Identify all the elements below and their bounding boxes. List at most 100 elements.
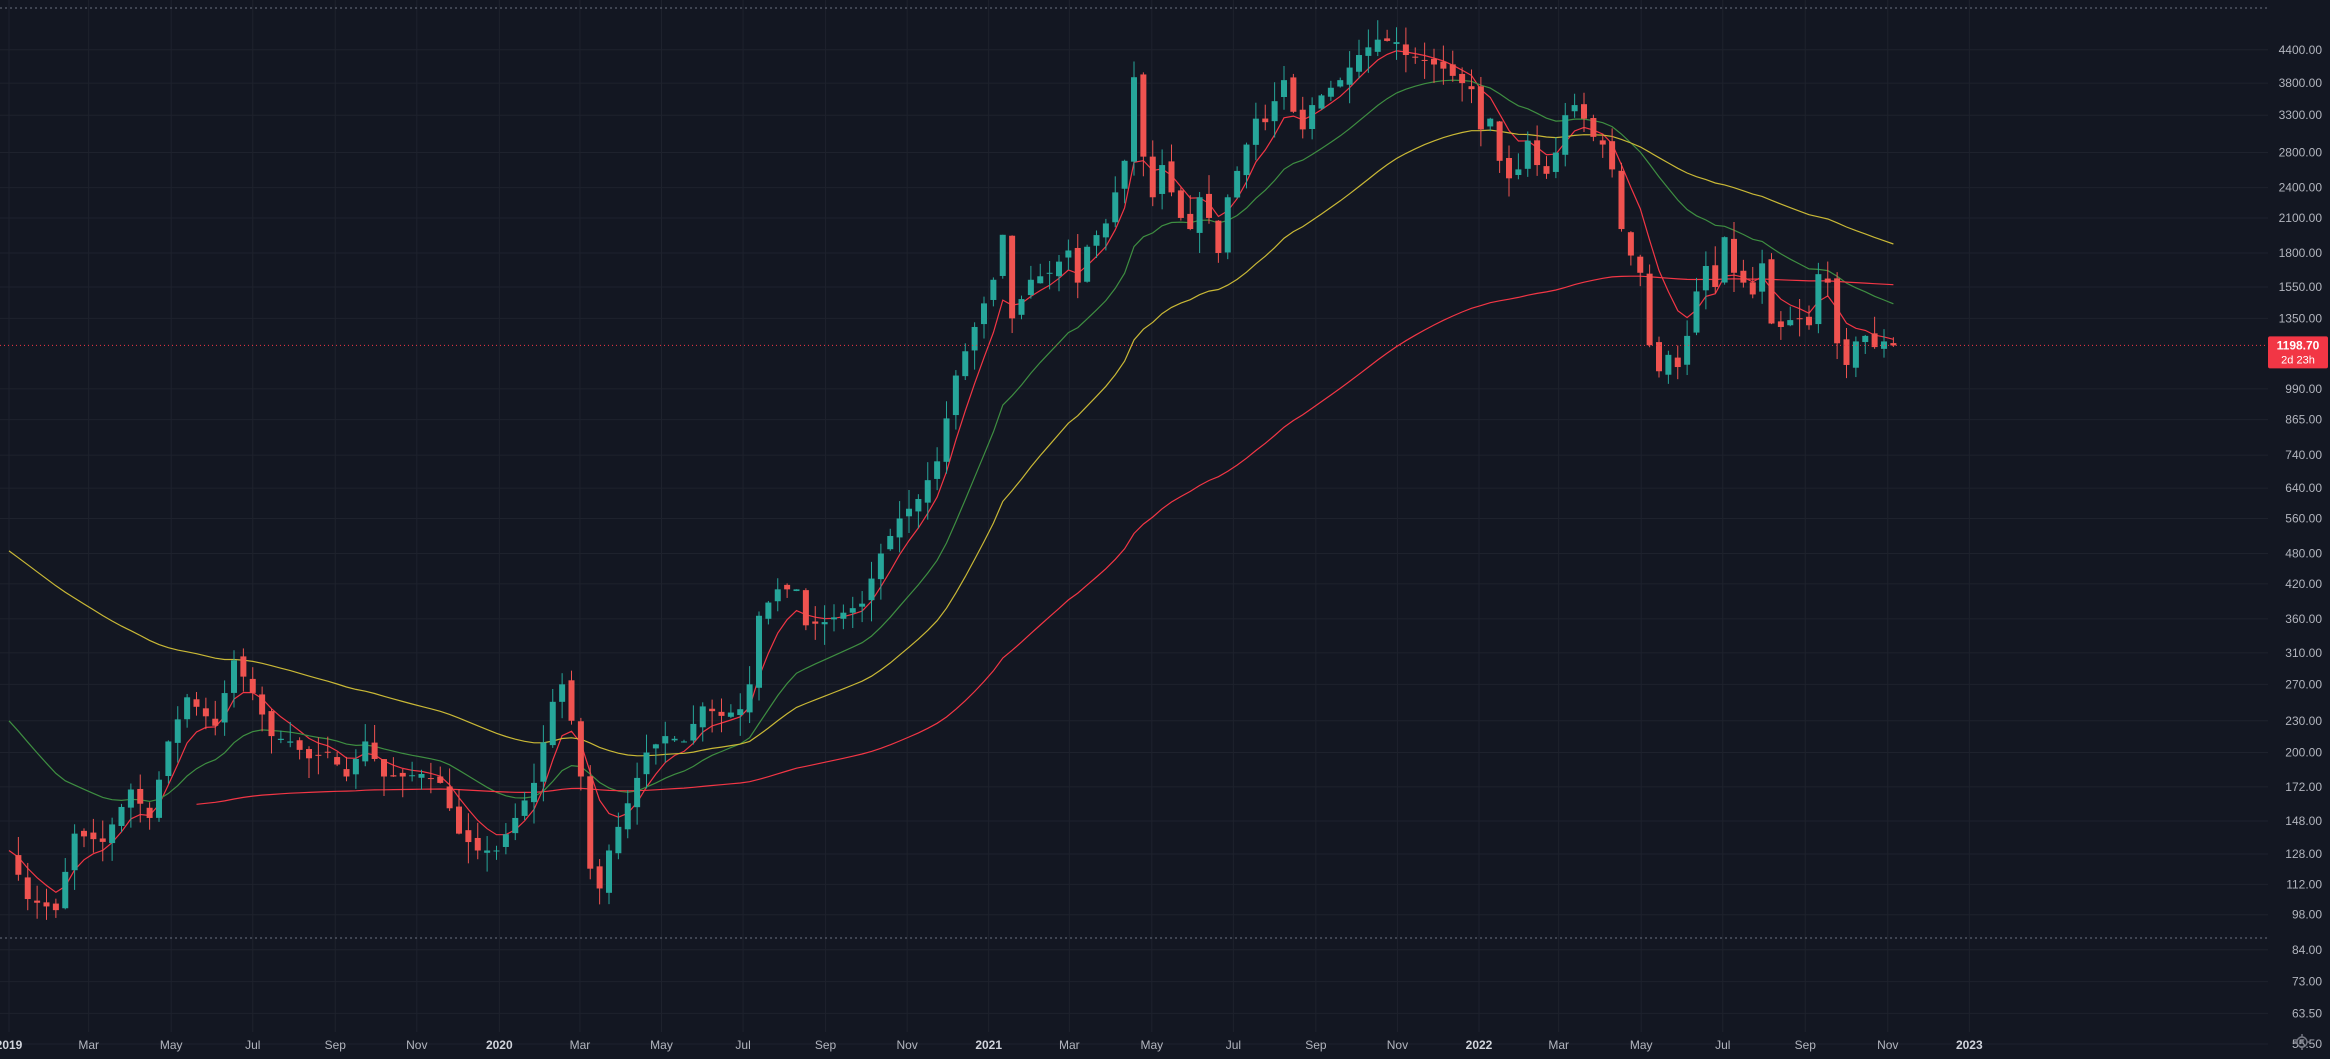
candle-up: [1093, 235, 1100, 246]
candle-up: [287, 741, 294, 743]
candle-down: [1290, 77, 1297, 112]
candle-up: [1065, 250, 1072, 258]
candle-up: [1337, 80, 1344, 87]
candle-up: [1018, 299, 1025, 315]
price-tick-label: 128.00: [2285, 847, 2322, 861]
candle-down: [259, 694, 266, 715]
candle-up: [727, 712, 734, 717]
candle-up: [1862, 335, 1869, 343]
candle-up: [549, 701, 556, 746]
candle-up: [352, 758, 359, 775]
candle-up: [512, 817, 519, 834]
candle-up: [1393, 42, 1400, 44]
candles: [15, 20, 1897, 920]
candle-up: [981, 303, 987, 325]
time-tick-label: 2022: [1466, 1038, 1493, 1052]
candle-down: [1777, 321, 1784, 327]
candle-down: [99, 838, 106, 842]
candle-down: [1834, 278, 1841, 344]
candle-down: [1449, 64, 1456, 76]
price-tick-label: 2100.00: [2279, 211, 2323, 225]
candle-down: [456, 806, 462, 834]
candle-down: [1440, 61, 1447, 69]
candle-up: [540, 742, 547, 782]
time-tick-label: Jul: [245, 1038, 260, 1052]
price-axis[interactable]: 4400.00 3800.00 3300.00 2800.00 2400.00 2100.…: [2279, 43, 2323, 1051]
ma-fast-line: [8, 50, 1894, 894]
candle-up: [896, 518, 903, 538]
price-tick-label: 865.00: [2285, 413, 2322, 427]
candle-down: [568, 680, 575, 721]
candle-up: [1759, 263, 1766, 292]
candle-down: [315, 754, 322, 756]
candle-down: [1843, 339, 1850, 365]
gear-icon[interactable]: [2294, 1034, 2310, 1050]
candle-up: [221, 693, 228, 723]
ma-21-line: [8, 79, 1894, 803]
time-tick-label: Nov: [406, 1038, 427, 1052]
candle-up: [887, 535, 894, 550]
candle-up: [109, 824, 116, 844]
time-axis[interactable]: 2019 Mar May Jul Sep Nov 2020 Mar May Jul Sep Nov 20…: [0, 1038, 1983, 1052]
candle-up: [1515, 169, 1522, 176]
candle-down: [1543, 166, 1550, 174]
price-tick-label: 2400.00: [2279, 181, 2323, 195]
candle-up: [1365, 47, 1372, 56]
candle-down: [334, 757, 341, 765]
candle-up: [849, 608, 856, 613]
candle-up: [156, 779, 162, 818]
candle-down: [306, 749, 312, 759]
price-tick-label: 230.00: [2285, 714, 2322, 728]
price-tick-label: 420.00: [2285, 577, 2322, 591]
candle-up: [793, 589, 800, 592]
time-tick-label: Sep: [325, 1038, 347, 1052]
time-tick-label: 2020: [486, 1038, 513, 1052]
candle-up: [615, 826, 622, 854]
candle-up: [821, 622, 828, 625]
time-tick-label: Jul: [1715, 1038, 1730, 1052]
candle-up: [1243, 144, 1250, 176]
candle-up: [1787, 320, 1794, 326]
time-tick-label: Nov: [896, 1038, 917, 1052]
price-tick-label: 1800.00: [2279, 246, 2323, 260]
candle-up: [184, 697, 191, 720]
time-tick-label: 2019: [0, 1038, 23, 1052]
candle-up: [1196, 197, 1203, 233]
candle-down: [1824, 278, 1831, 283]
candle-up: [756, 615, 762, 688]
candle-up: [1121, 160, 1128, 189]
candle-up: [1102, 223, 1109, 238]
candle-down: [1215, 220, 1222, 253]
candle-up: [1721, 237, 1728, 283]
time-tick-label: Mar: [570, 1038, 591, 1052]
candle-down: [446, 786, 453, 809]
candle-down: [24, 877, 31, 900]
candle-up: [127, 789, 134, 808]
candle-down: [381, 759, 387, 777]
candle-down: [1637, 256, 1644, 273]
candle-up: [915, 499, 922, 512]
candle-down: [1412, 56, 1419, 58]
candle-down: [202, 708, 209, 717]
candle-up: [1281, 80, 1287, 97]
candle-up: [962, 351, 969, 377]
candle-down: [193, 699, 200, 707]
candle-up: [1056, 261, 1062, 277]
candle-up: [699, 706, 706, 728]
candle-down: [1299, 109, 1306, 130]
candle-up: [1852, 341, 1859, 368]
candle-up: [624, 803, 631, 830]
price-tick-label: 990.00: [2285, 382, 2322, 396]
candle-up: [737, 709, 744, 716]
candle-down: [1506, 157, 1512, 179]
candle-up: [502, 834, 509, 847]
candle-down: [249, 678, 256, 693]
candle-down: [324, 751, 331, 753]
candle-up: [1571, 105, 1578, 112]
candle-up: [1374, 39, 1381, 52]
candle-up: [877, 553, 884, 580]
price-tick-label: 270.00: [2285, 677, 2322, 691]
candle-down: [1421, 59, 1428, 61]
